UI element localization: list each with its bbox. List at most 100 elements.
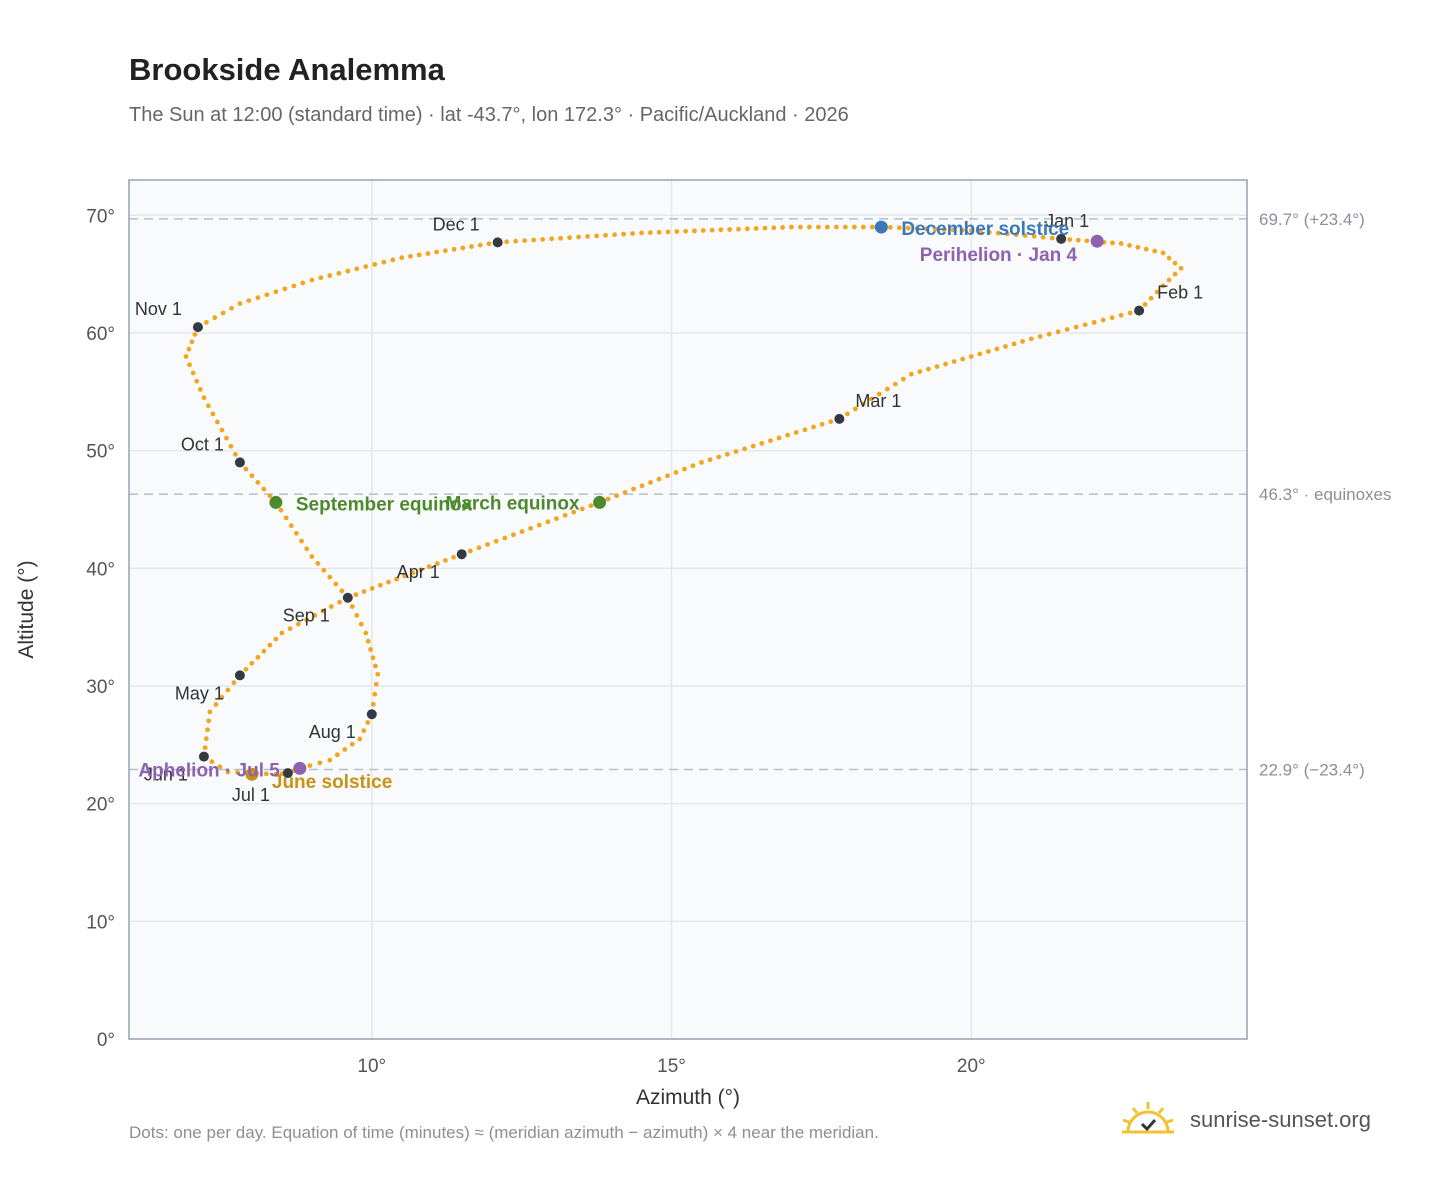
daily-dot — [426, 564, 432, 570]
daily-dot — [1004, 231, 1010, 237]
daily-dot — [425, 251, 431, 256]
daily-dot — [402, 573, 408, 579]
daily-dot — [317, 760, 323, 766]
event-markers: December solstice Perihelion · Jan 4 March… — [138, 219, 1104, 793]
daily-dot — [852, 406, 858, 412]
daily-dot — [375, 671, 381, 677]
month-label: Jun 1 — [144, 765, 188, 785]
daily-dot — [656, 476, 662, 482]
month-label: Aug 1 — [309, 722, 356, 742]
daily-dot — [339, 588, 345, 594]
reference-lines: 69.7° (+23.4°) 46.3° · equinoxes 22.9° (−2… — [129, 210, 1392, 780]
brand-name: sunrise-sunset.org — [1190, 1107, 1371, 1132]
daily-dot — [249, 660, 255, 666]
month-marker — [234, 670, 245, 681]
daily-dot — [700, 228, 706, 233]
daily-dot — [785, 432, 791, 438]
daily-dot — [776, 435, 782, 441]
daily-dot — [1031, 233, 1037, 239]
daily-dot — [210, 411, 216, 417]
y-tick-label: 30° — [86, 677, 115, 698]
month-label: Sep 1 — [283, 606, 330, 626]
daily-dot — [246, 298, 252, 304]
daily-dot — [567, 235, 573, 241]
sunrise-logo-icon — [1122, 1102, 1174, 1134]
daily-dot — [959, 227, 965, 233]
daily-dot — [648, 480, 653, 485]
daily-dot — [977, 351, 983, 357]
daily-dot — [1084, 238, 1090, 244]
daily-dot — [926, 366, 931, 372]
chart-subtitle: The Sun at 12:00 (standard time) · lat -… — [129, 104, 849, 126]
daily-dot — [263, 771, 269, 777]
daily-dot — [630, 231, 635, 236]
daily-dot — [365, 638, 371, 644]
daily-dot — [842, 224, 848, 230]
daily-dot — [1160, 250, 1166, 256]
daily-dot — [631, 486, 636, 492]
daily-dot — [372, 261, 378, 267]
daily-dot — [709, 227, 715, 233]
daily-dot — [381, 259, 387, 265]
daily-dot — [205, 727, 210, 733]
daily-dot — [892, 381, 898, 387]
daily-dot — [255, 480, 261, 485]
daily-dot — [1110, 240, 1115, 246]
event-marker — [269, 495, 283, 509]
daily-dot — [320, 608, 326, 614]
daily-dot — [287, 626, 293, 632]
daily-dot — [477, 242, 483, 248]
daily-dot — [219, 694, 225, 700]
event-marker — [874, 220, 888, 234]
brand[interactable]: sunrise-sunset.org — [1120, 1100, 1371, 1140]
daily-dot — [342, 747, 348, 752]
daily-dot — [819, 421, 825, 427]
month-marker — [192, 322, 203, 333]
daily-dot — [960, 356, 966, 362]
daily-dot — [707, 457, 713, 463]
daily-dot — [217, 764, 223, 770]
daily-dot — [207, 709, 213, 715]
month-label: Jan 1 — [1045, 211, 1089, 231]
y-tick-label: 10° — [86, 912, 115, 933]
daily-dot — [1075, 237, 1081, 243]
daily-dot — [683, 228, 689, 234]
daily-dot — [327, 574, 333, 580]
daily-dot — [914, 226, 920, 231]
daily-dot — [1067, 237, 1073, 242]
daily-dot — [727, 227, 733, 232]
daily-dot — [665, 473, 670, 479]
daily-dot — [682, 466, 687, 472]
daily-dot — [1091, 319, 1097, 325]
daily-dot — [1022, 233, 1028, 238]
daily-dot — [884, 386, 890, 392]
daily-dot — [562, 512, 568, 518]
daily-dot — [968, 354, 974, 359]
daily-dot — [558, 235, 564, 241]
month-marker — [1134, 305, 1145, 316]
y-tick-label: 40° — [86, 559, 115, 580]
month-marker — [1056, 233, 1067, 244]
month-marker — [456, 549, 467, 560]
daily-dot — [1049, 235, 1055, 241]
daily-dot — [995, 230, 1001, 236]
daily-dot — [443, 558, 448, 563]
daily-dot — [824, 224, 830, 230]
daily-dot — [243, 466, 249, 472]
daily-dot — [1109, 315, 1115, 321]
daily-dot — [594, 233, 599, 239]
daily-dot — [237, 301, 243, 306]
daily-dot — [476, 545, 482, 551]
y-tick-label: 0° — [97, 1030, 115, 1051]
daily-dot — [522, 238, 528, 244]
month-label: Mar 1 — [855, 391, 901, 411]
daily-dot — [372, 663, 378, 669]
daily-dot — [283, 515, 289, 521]
daily-dot — [267, 493, 273, 499]
month-marker — [234, 457, 245, 468]
daily-dot — [190, 370, 196, 376]
daily-dot — [1040, 234, 1046, 240]
daily-dot — [278, 507, 284, 513]
daily-dot — [224, 435, 229, 441]
daily-dot — [762, 225, 768, 231]
